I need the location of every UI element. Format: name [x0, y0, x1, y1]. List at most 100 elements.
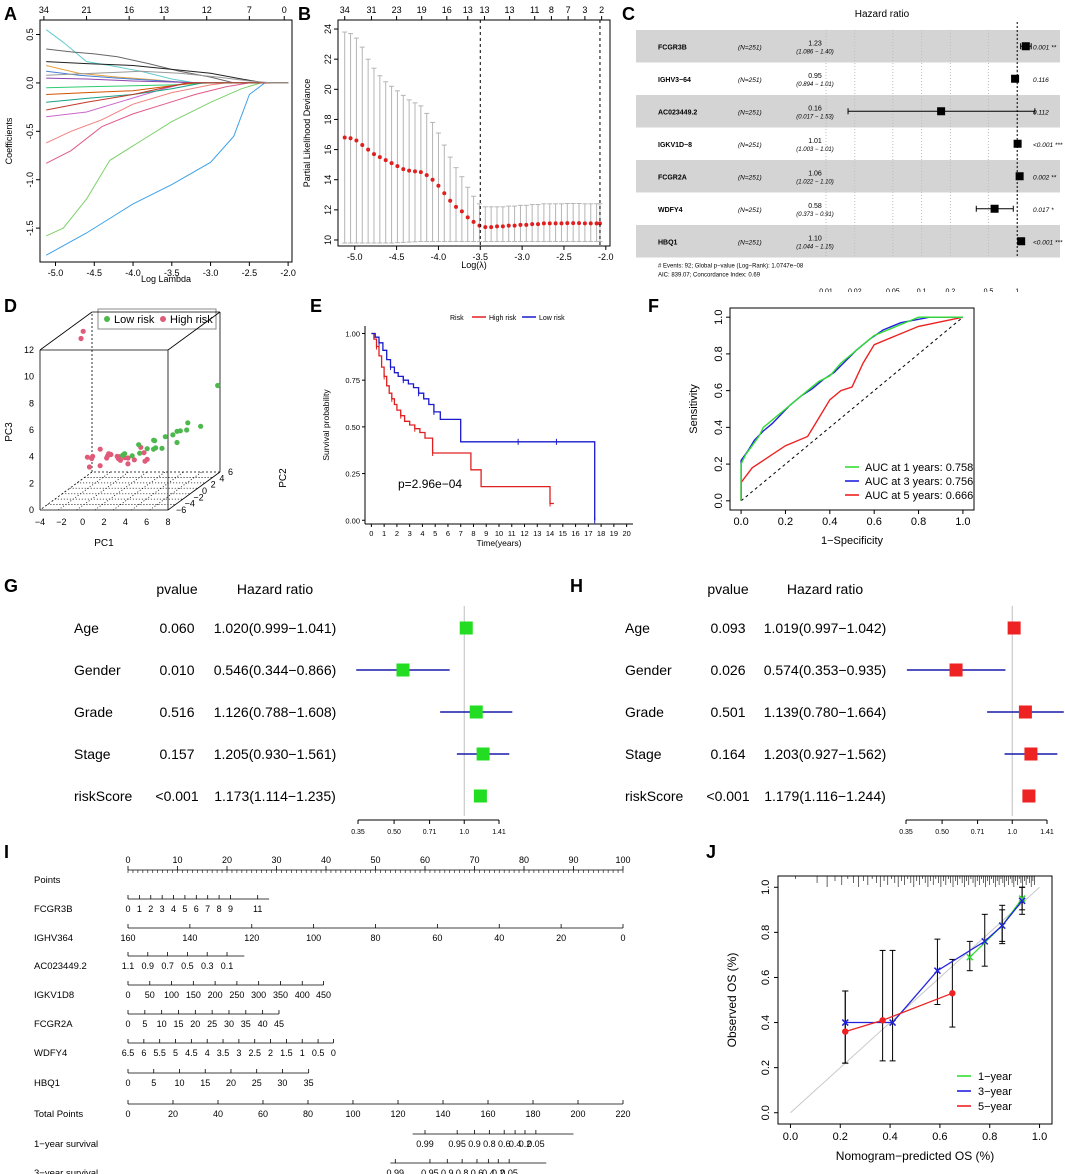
panel-b-cv-deviance: -5.0 -4.5 -4.0 -3.5 -3.0 -2.5 -2.0 10 12 14 16 18 20…: [298, 0, 620, 292]
panel-label-e: E: [310, 296, 323, 316]
tick-label: 80: [303, 1109, 313, 1119]
chart-d: Low risk High risk−4 −2 0 2 4 6 8024681012−6−4−…: [4, 308, 289, 549]
tick-label: 0.2: [519, 1139, 532, 1149]
y-tick-label: 0.6: [760, 970, 772, 985]
pca-point-high: [84, 454, 90, 460]
tick-label: 0.8: [456, 1168, 469, 1174]
row-pvalue: 0.026: [710, 662, 745, 678]
deviance-point: [366, 147, 371, 152]
row-name: FCGR2A: [658, 174, 687, 181]
pca-point-low: [185, 420, 191, 426]
row-pvalue: 0.164: [710, 746, 745, 762]
tick-label: 11: [253, 904, 262, 914]
tick-label: 0: [125, 1078, 130, 1088]
x-tick-label: 1.41: [1040, 829, 1054, 836]
pca-point-high: [117, 457, 123, 463]
pca-point-low: [170, 432, 176, 438]
pc1-axis-label: PC1: [94, 538, 114, 549]
tick-label: 1: [137, 904, 142, 914]
deviance-point: [559, 221, 564, 226]
top-tick-label: 8: [549, 5, 554, 15]
tick-label: 9: [228, 904, 233, 914]
x-tick-label: 1.41: [492, 829, 506, 836]
tick-label: 3.5: [217, 1048, 230, 1058]
row-n: (N=251): [738, 44, 762, 51]
tick-label: 15: [173, 1019, 183, 1029]
deviance-point: [401, 167, 406, 172]
tick-label: 0.5: [312, 1048, 325, 1058]
pc3-tick-label: 0: [29, 505, 34, 515]
tick-label: 80: [370, 933, 380, 943]
row-ci: (1.003 − 1.01): [796, 147, 834, 153]
x-tick-label: 1.0: [1007, 829, 1017, 836]
row-pvalue: 0.002 **: [1033, 174, 1057, 181]
row-name: IGHV3−64: [658, 77, 691, 84]
pca-point-low: [215, 382, 221, 389]
header-hazard-ratio: Hazard ratio: [237, 581, 313, 597]
chart-f: 0.0 0.2 0.4 0.6 0.8 1.0 0.0 0.2 0.4 0.6 0.8 1.0 AUC …: [688, 307, 975, 547]
pca-point-low: [162, 434, 168, 440]
x-tick-label: 1: [1015, 289, 1019, 293]
box-edge: [39, 311, 93, 351]
hr-square: [473, 789, 487, 803]
x-axis-label: 1−Specificity: [821, 535, 884, 547]
tick-label: 100: [345, 1109, 360, 1119]
pc2-tick-label: −4: [185, 499, 195, 509]
deviance-point: [541, 221, 546, 226]
tick-label: 50: [370, 855, 380, 865]
hr-square: [990, 204, 999, 213]
x-tick-label: 8: [471, 529, 475, 538]
calibration-point: [949, 990, 956, 997]
panel-label-c: C: [622, 4, 635, 24]
top-tick-label: 23: [392, 5, 402, 15]
box-edge-hidden: [39, 471, 93, 511]
tick-label: 1: [300, 1048, 305, 1058]
panel-label-f: F: [648, 296, 659, 316]
tick-label: 60: [420, 855, 430, 865]
row-ci: (0.373 − 0.91): [796, 212, 834, 218]
legend-label: 3−year: [978, 1086, 1012, 1098]
row-pvalue: 0.501: [710, 704, 745, 720]
nomogram-row-label: HBQ1: [34, 1078, 60, 1089]
pc1-tick-label: 8: [165, 517, 170, 527]
tick-label: 6.5: [122, 1048, 135, 1058]
top-tick-label: 7: [566, 5, 571, 15]
deviance-point: [407, 168, 412, 173]
x-tick-label: 0.5: [984, 289, 994, 293]
row-pvalue: 0.093: [710, 620, 745, 636]
legend-label-high: High risk: [170, 314, 213, 326]
deviance-point: [442, 191, 447, 196]
header-hazard-ratio: Hazard ratio: [787, 581, 863, 597]
pc1-tick-label: 0: [80, 517, 85, 527]
pc3-tick-label: 10: [24, 372, 34, 382]
tick-label: 350: [273, 990, 288, 1000]
x-tick-label: 0.4: [822, 516, 837, 528]
x-tick-label: -2.5: [242, 268, 258, 278]
x-tick-label: 0.6: [867, 516, 882, 528]
pc3-tick-label: 2: [29, 478, 34, 488]
hr-square: [1017, 237, 1026, 246]
row-name: Age: [625, 620, 650, 636]
tick-label: 5: [151, 1078, 156, 1088]
hr-square: [1018, 705, 1032, 719]
nomogram-row-label: 3−year survival: [34, 1168, 98, 1174]
y-tick-label: 0.5: [25, 28, 35, 41]
pc3-tick-label: 4: [29, 452, 34, 462]
deviance-point: [518, 222, 523, 227]
x-tick-label: -3.5: [473, 252, 489, 262]
coef-path-4: [46, 82, 289, 118]
hr-square: [937, 107, 946, 116]
y-tick-label: 16: [323, 145, 333, 155]
tick-label: 1.5: [280, 1048, 293, 1058]
pc1-tick-label: 2: [101, 517, 106, 527]
row-hr: 1.10: [808, 235, 822, 242]
hr-square: [1021, 42, 1030, 51]
calibration-point: [966, 953, 974, 961]
y-tick-label: 0.0: [760, 1105, 772, 1120]
x-tick-label: 0.2: [833, 1131, 848, 1143]
x-axis-label: Nomogram−predicted OS (%): [836, 1149, 994, 1163]
tick-label: 0.6: [498, 1139, 511, 1149]
pca-point-high: [78, 335, 84, 342]
row-hr: 0.95: [808, 73, 822, 80]
tick-label: 0.7: [161, 961, 174, 971]
